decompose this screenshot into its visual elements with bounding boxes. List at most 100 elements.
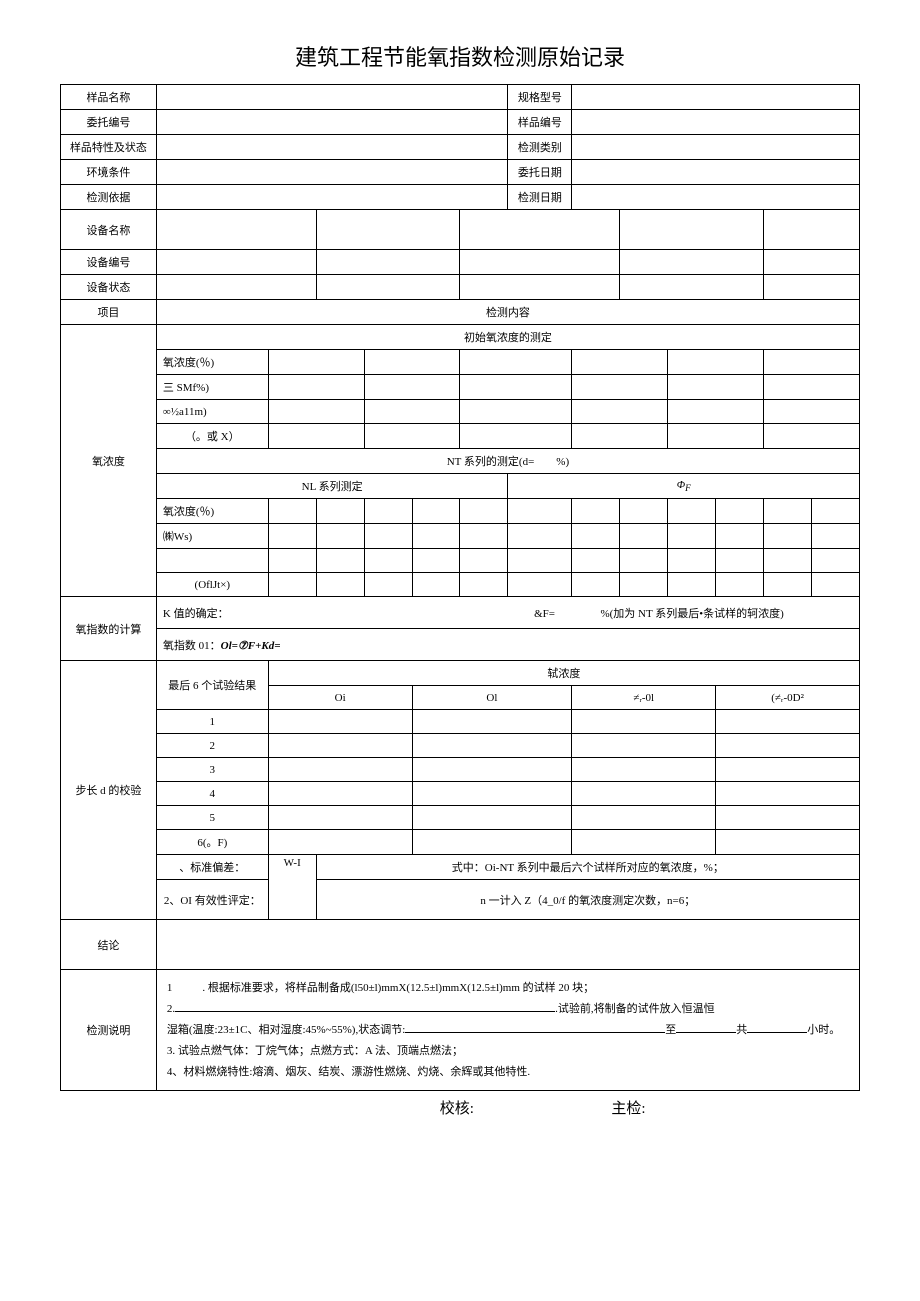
data-cell	[412, 806, 572, 830]
step-row-1: 1	[156, 710, 268, 734]
table-row: 2	[61, 734, 860, 758]
data-cell	[572, 350, 668, 375]
project-label: 项目	[61, 300, 157, 325]
table-row: 委托编号样品编号	[61, 110, 860, 135]
conc-header: 轼浓度	[268, 661, 859, 686]
data-cell	[460, 400, 572, 424]
table-row: 4	[61, 782, 860, 806]
eval-note: n 一计入 Z（4_0/f 的氧浓度测定次数，n=6；	[316, 880, 859, 920]
data-cell	[364, 424, 460, 449]
table-row: 样品名称 规格型号	[61, 85, 860, 110]
equip-cell	[156, 250, 316, 275]
data-cell	[268, 573, 316, 597]
data-cell	[572, 499, 620, 524]
data-cell	[764, 549, 812, 573]
table-row: 检测依据 检测日期	[61, 185, 860, 210]
data-cell	[668, 573, 716, 597]
data-cell	[412, 734, 572, 758]
conclusion-value	[156, 920, 859, 970]
data-cell	[364, 400, 460, 424]
conclusion-label: 结论	[61, 920, 157, 970]
oxy-label: 氧浓度	[61, 325, 157, 597]
data-cell	[668, 350, 764, 375]
equip-cell	[620, 210, 764, 250]
env-value	[156, 160, 508, 185]
table-row: 6(。F)	[61, 830, 860, 855]
data-cell	[764, 573, 812, 597]
sample-name-label: 样品名称	[61, 85, 157, 110]
test-type-label: 检测类别	[508, 135, 572, 160]
data-cell	[812, 524, 860, 549]
data-cell	[716, 499, 764, 524]
spec-label: 规格型号	[508, 85, 572, 110]
data-cell	[268, 350, 364, 375]
oxy-r3-label: ∞½a11m)	[156, 400, 268, 424]
data-cell	[716, 734, 860, 758]
initial-oxy-header: 初始氧浓度的测定	[156, 325, 859, 350]
spec-value	[572, 85, 860, 110]
data-cell	[460, 375, 572, 400]
table-row: 检测说明 1. 根据标准要求，将样品制备成(l50±l)mmX(12.5±l)m…	[61, 970, 860, 1091]
table-row: 1	[61, 710, 860, 734]
data-cell	[764, 424, 860, 449]
data-cell	[364, 549, 412, 573]
data-cell	[460, 499, 508, 524]
phi-header: ΦF	[508, 474, 860, 499]
data-cell	[716, 549, 764, 573]
data-cell	[572, 375, 668, 400]
equip-cell	[156, 275, 316, 300]
equip-state-label: 设备状态	[61, 275, 157, 300]
oi-line: 氧指数 01：Ol=⑦F+Kd=	[156, 629, 859, 661]
table-row: 设备名称	[61, 210, 860, 250]
data-cell	[508, 573, 572, 597]
content-label: 检测内容	[156, 300, 859, 325]
table-row: 氧浓度初始氧浓度的测定	[61, 325, 860, 350]
desc-label: 检测说明	[61, 970, 157, 1091]
table-row: 设备状态	[61, 275, 860, 300]
main-table: 样品名称规格型号 委托编号样品编号 样品特性及状态检测类别 环境条件委托日期 检…	[60, 84, 860, 1091]
sample-id-value	[572, 110, 860, 135]
table-row: 三 SMf%)	[61, 375, 860, 400]
data-cell	[716, 758, 860, 782]
table-row: （。或 X）	[61, 424, 860, 449]
data-cell	[268, 549, 316, 573]
entrust-id-value	[156, 110, 508, 135]
data-cell	[268, 830, 412, 855]
equip-cell	[460, 275, 620, 300]
oxy-r6-label: ㈱Ws)	[156, 524, 268, 549]
data-cell	[716, 782, 860, 806]
page-title: 建筑工程节能氧指数检测原始记录	[60, 40, 860, 72]
table-row: 2、OI 有效性评定： n 一计入 Z（4_0/f 的氧浓度测定次数，n=6；	[61, 880, 860, 920]
data-cell	[764, 499, 812, 524]
data-cell	[460, 524, 508, 549]
data-cell	[764, 350, 860, 375]
data-cell	[572, 400, 668, 424]
sample-id-label: 样品编号	[508, 110, 572, 135]
data-cell	[412, 573, 460, 597]
data-cell	[364, 573, 412, 597]
test-date-label: 检测日期	[508, 185, 572, 210]
basis-label: 检测依据	[61, 185, 157, 210]
data-cell	[316, 549, 364, 573]
data-cell	[620, 524, 668, 549]
step-row-6: 6(。F)	[156, 830, 268, 855]
equip-cell	[764, 250, 860, 275]
data-cell	[812, 573, 860, 597]
nt-header: NT 系列的测定(d= %)	[156, 449, 859, 474]
table-row: 项目检测内容	[61, 300, 860, 325]
table-row: (OflJt×)	[61, 573, 860, 597]
table-row: NL 系列测定ΦF	[61, 474, 860, 499]
test-type-value	[572, 135, 860, 160]
table-row: 环境条件委托日期	[61, 160, 860, 185]
data-cell	[668, 499, 716, 524]
data-cell	[716, 710, 860, 734]
equip-cell	[460, 250, 620, 275]
data-cell	[812, 499, 860, 524]
equip-cell	[316, 250, 460, 275]
env-label: 环境条件	[61, 160, 157, 185]
equip-name-label: 设备名称	[61, 210, 157, 250]
data-cell	[268, 424, 364, 449]
data-cell	[668, 424, 764, 449]
data-cell	[812, 549, 860, 573]
data-cell	[364, 350, 460, 375]
